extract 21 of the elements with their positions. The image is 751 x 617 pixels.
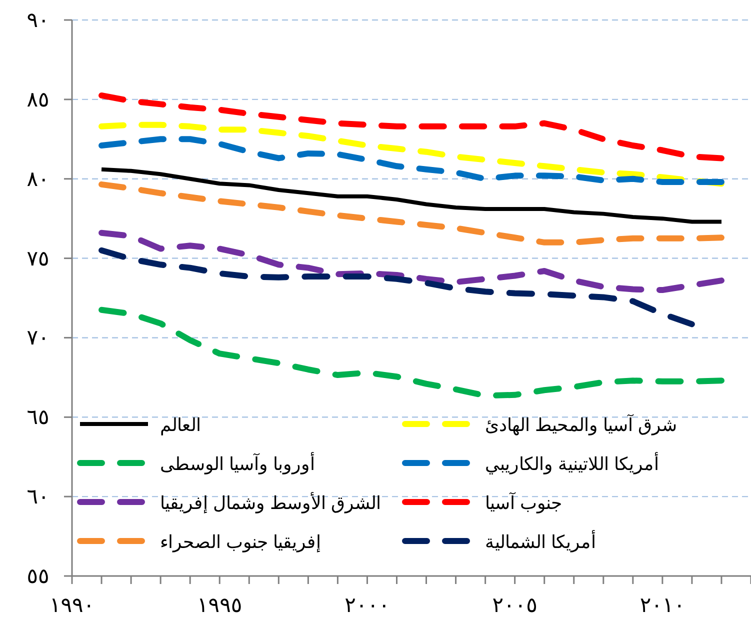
legend-label: إفريقيا جنوب الصحراء — [160, 532, 322, 553]
legend-label: شرق آسيا والمحيط الهادئ — [485, 414, 678, 436]
x-tick-label: ١٩٩٥ — [197, 593, 242, 617]
y-tick-label: ٥٥ — [26, 564, 50, 588]
legend-label: جنوب آسيا — [485, 492, 562, 514]
x-tick-label: ٢٠٠٥ — [492, 593, 538, 617]
x-tick-label: ١٩٩٠ — [49, 593, 95, 617]
legend-label: الشرق الأوسط وشمال إفريقيا — [160, 491, 382, 514]
legend-label: أمريكا اللاتينية والكاريبي — [485, 452, 660, 475]
y-tick-label: ٧٥ — [26, 246, 50, 270]
y-tick-label: ٦٠ — [26, 484, 50, 509]
y-tick-label: ٨٠ — [26, 166, 50, 191]
x-tick-label: ٢٠١٠ — [640, 593, 685, 617]
y-tick-label: ٩٠ — [26, 8, 50, 32]
y-tick-label: ٦٥ — [26, 405, 50, 430]
y-tick-label: ٨٥ — [26, 87, 50, 112]
y-tick-label: ٧٠ — [26, 326, 50, 350]
legend-label: أمريكا الشمالية — [485, 530, 596, 553]
legend-label: أوروبا وآسيا الوسطى — [160, 452, 316, 475]
legend-label: العالم — [160, 415, 201, 436]
x-tick-label: ٢٠٠٠ — [344, 593, 390, 617]
